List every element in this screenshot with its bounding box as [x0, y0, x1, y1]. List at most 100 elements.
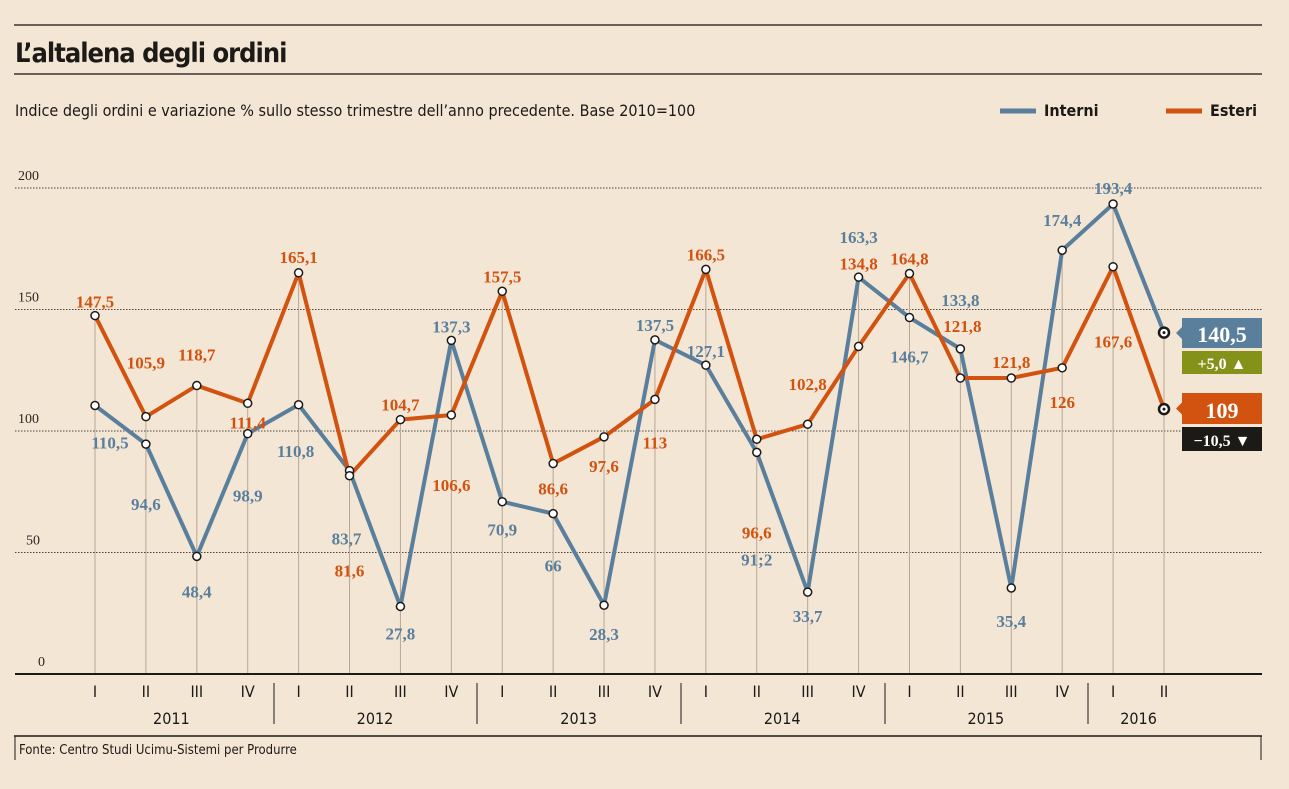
- data-label-esteri: 147,5: [76, 293, 114, 312]
- y-tick-label: 0: [38, 655, 45, 670]
- change-badge-text: −10,5 ▼: [1194, 433, 1251, 450]
- data-label-esteri: 81,6: [335, 562, 365, 581]
- data-label-esteri: 165,1: [279, 248, 317, 267]
- data-label-interni: 48,4: [182, 582, 212, 601]
- year-label: 2014: [764, 709, 801, 728]
- data-point-esteri: [802, 419, 813, 429]
- data-label-interni: 127,1: [687, 342, 725, 361]
- x-tick-label: II: [549, 682, 557, 701]
- data-point-interni: [1006, 583, 1017, 593]
- data-label-esteri: 104,7: [381, 396, 420, 415]
- data-point-interni: [90, 400, 100, 411]
- data-point-esteri: [650, 394, 660, 405]
- data-point-interni: [446, 335, 457, 346]
- data-label-interni: 146,7: [890, 348, 929, 367]
- x-tick-label: III: [598, 682, 611, 701]
- y-tick-label: 150: [18, 291, 39, 306]
- x-tick-label: III: [190, 682, 203, 701]
- x-tick-label: I: [500, 682, 504, 701]
- data-point-esteri: [904, 268, 915, 279]
- legend: Interni Esteri: [1000, 101, 1257, 120]
- data-point-interni: [1057, 245, 1067, 255]
- data-label-interni: 137,3: [432, 317, 470, 336]
- data-point-interni: [599, 600, 609, 610]
- data-label-interni: 91;2: [741, 550, 772, 569]
- x-tick-label: I: [907, 682, 911, 701]
- data-point-esteri: [1006, 373, 1017, 383]
- data-label-esteri: 157,5: [483, 267, 521, 286]
- data-label-esteri: 86,6: [538, 480, 568, 499]
- data-label-interni: 33,7: [793, 607, 823, 626]
- y-tick-label: 50: [26, 534, 40, 549]
- data-label-interni: 110,5: [91, 433, 128, 452]
- chart-title: L’altalena degli ordini: [15, 38, 286, 69]
- data-label-esteri: 111,4: [230, 413, 267, 432]
- data-point-interni: [497, 496, 507, 507]
- data-label-esteri: 106,6: [432, 476, 470, 495]
- year-label: 2011: [153, 709, 190, 728]
- data-label-interni: 35,4: [996, 612, 1026, 631]
- data-point-interni: [802, 587, 813, 597]
- data-point-interni: [650, 335, 660, 345]
- data-label-interni: 66: [545, 557, 562, 576]
- data-label-interni: 70,9: [487, 521, 517, 540]
- data-point-interni: [548, 508, 558, 519]
- year-label: 2015: [968, 709, 1005, 728]
- chart-subtitle: Indice degli ordini e variazione % sullo…: [15, 101, 695, 120]
- x-tick-label: IV: [241, 682, 255, 701]
- data-point-esteri: [701, 264, 711, 275]
- data-label-esteri: 166,5: [687, 245, 725, 264]
- data-label-interni: 133,8: [941, 291, 979, 310]
- value-callout-text: 109: [1206, 398, 1239, 423]
- data-label-interni: 98,9: [233, 487, 263, 506]
- x-tick-label: III: [1005, 682, 1018, 701]
- data-point-esteri: [548, 458, 558, 469]
- y-tick-label: 200: [18, 169, 39, 184]
- x-tick-label: II: [1160, 682, 1168, 701]
- series-line-interni: [93, 202, 1166, 609]
- x-tick-label: I: [1111, 682, 1115, 701]
- data-point-interni: [242, 428, 253, 439]
- data-point-interni: [141, 439, 151, 449]
- data-label-interni: 174,4: [1043, 211, 1082, 230]
- data-label-esteri: 118,7: [178, 346, 216, 365]
- x-tick-label: IV: [852, 682, 866, 701]
- data-label-esteri: 96,6: [742, 523, 772, 542]
- x-tick-label: II: [956, 682, 964, 701]
- data-point-interni: [293, 400, 304, 410]
- data-point-interni: [701, 360, 711, 370]
- data-label-esteri: 126: [1049, 393, 1075, 412]
- data-label-interni: 83,7: [332, 530, 362, 549]
- data-point-esteri: [395, 414, 406, 425]
- data-point-esteri: [344, 470, 355, 481]
- data-point-esteri: [853, 341, 864, 352]
- year-label: 2013: [560, 709, 597, 728]
- data-label-interni: 163,3: [839, 228, 877, 247]
- change-badge-interni: [1182, 351, 1262, 374]
- x-tick-label: I: [296, 682, 300, 701]
- y-tick-label: 100: [18, 412, 39, 427]
- x-tick-label: I: [93, 682, 97, 701]
- x-tick-label: IV: [1055, 682, 1069, 701]
- data-label-esteri: 121,8: [943, 317, 981, 336]
- data-point-center: [1162, 407, 1166, 411]
- data-label-esteri: 167,6: [1094, 333, 1132, 352]
- data-label-interni: 27,8: [386, 624, 416, 643]
- data-point-interni: [395, 601, 406, 612]
- data-label-interni: 28,3: [589, 625, 619, 644]
- year-label: 2016: [1120, 709, 1157, 728]
- data-label-esteri: 97,6: [589, 457, 619, 476]
- data-label-interni: 110,8: [277, 442, 314, 461]
- value-callout-text: 140,5: [1197, 322, 1247, 347]
- data-point-esteri: [90, 310, 100, 321]
- data-label-interni: 137,5: [636, 316, 674, 335]
- data-point-esteri: [1057, 363, 1067, 373]
- data-point-interni: [1108, 199, 1118, 209]
- year-label: 2012: [357, 709, 394, 728]
- data-label-interni: 193,4: [1094, 179, 1133, 198]
- data-point-esteri: [599, 432, 609, 442]
- x-tick-label: III: [394, 682, 407, 701]
- data-point-interni: [904, 312, 915, 323]
- data-point-esteri: [1108, 261, 1118, 272]
- data-point-interni: [955, 344, 966, 354]
